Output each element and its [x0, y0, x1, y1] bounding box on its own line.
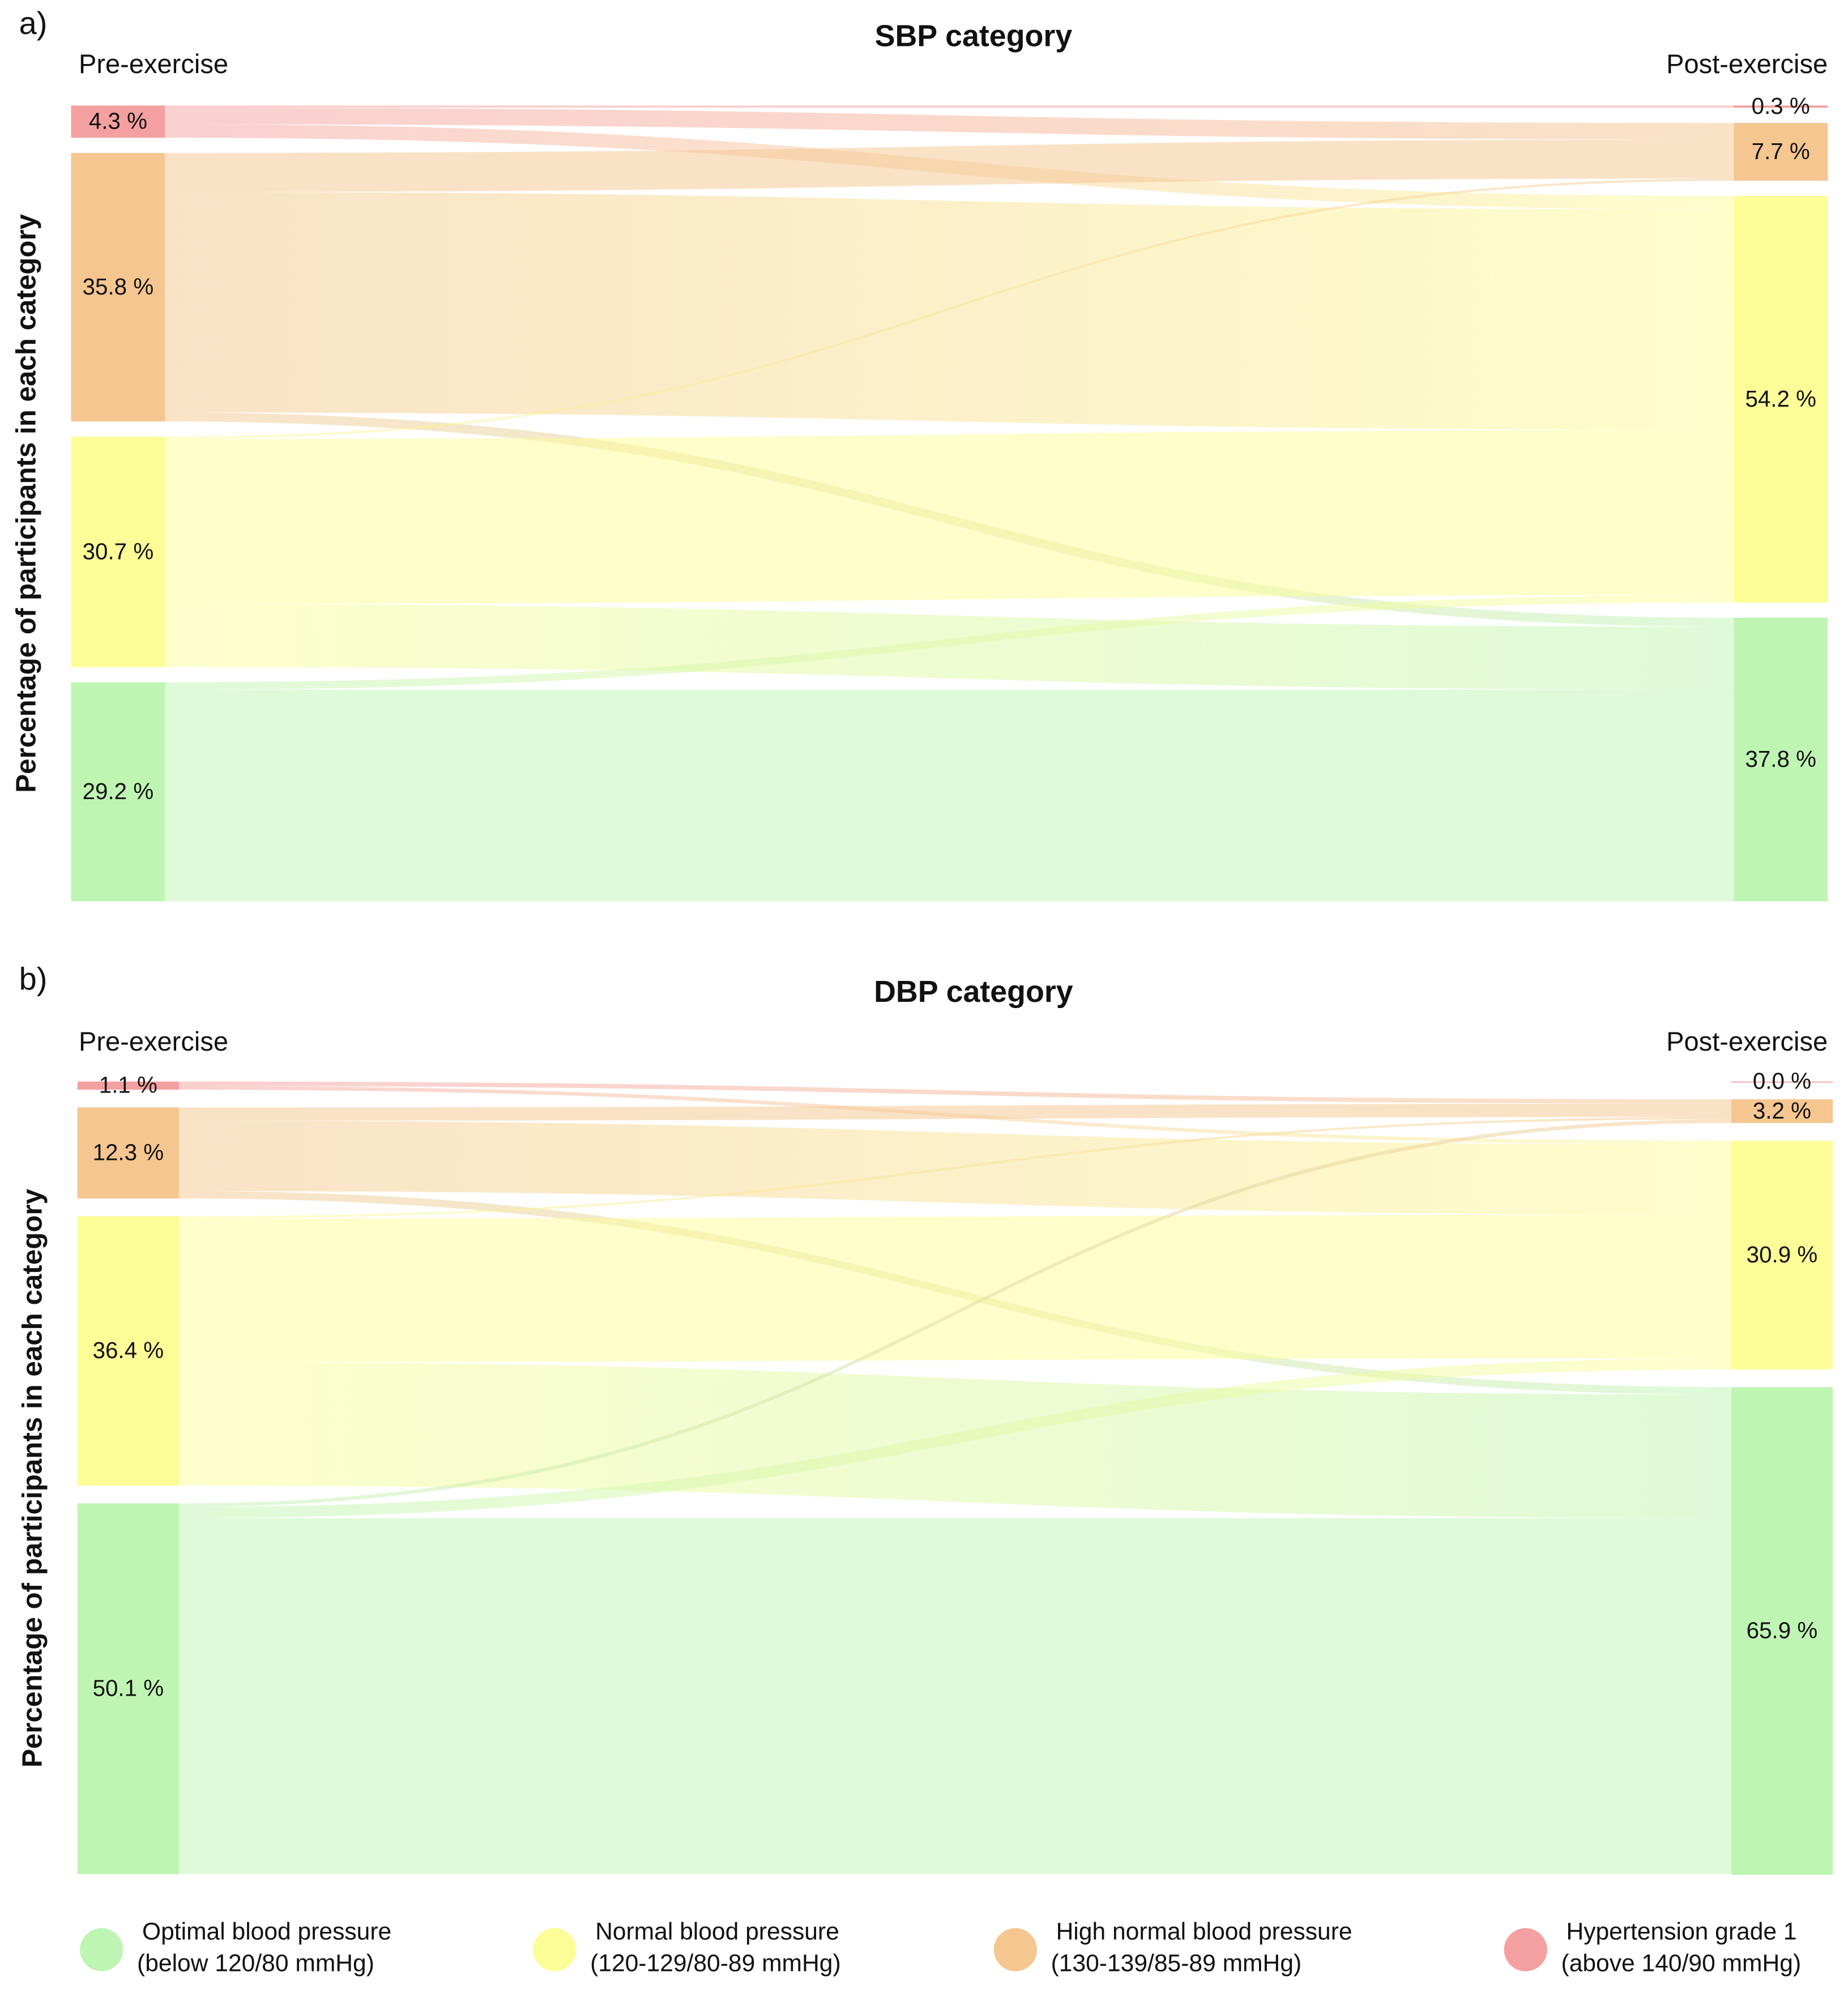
node-label: 3.2 % — [1753, 1098, 1811, 1124]
node — [1734, 105, 1828, 108]
legend-label: Optimal blood pressure — [142, 1918, 391, 1945]
legend-detail: (below 120/80 mmHg) — [137, 1950, 374, 1977]
node — [77, 1107, 179, 1199]
flow — [165, 689, 1734, 902]
node-label: 30.9 % — [1747, 1241, 1818, 1268]
node — [77, 1503, 179, 1875]
flow — [165, 105, 1734, 108]
node — [1731, 1141, 1833, 1369]
node-label: 50.1 % — [93, 1675, 164, 1701]
chart-title: SBP category — [875, 19, 1073, 53]
chart-title: DBP category — [874, 975, 1073, 1009]
flow — [178, 1103, 1731, 1121]
flows — [178, 1081, 1731, 1875]
legend-label: High normal blood pressure — [1056, 1918, 1352, 1945]
node-label: 0.0 % — [1753, 1068, 1811, 1094]
node-label: 7.7 % — [1752, 138, 1810, 164]
node-label: 30.7 % — [83, 538, 154, 564]
node — [71, 437, 165, 667]
node — [77, 1081, 179, 1090]
legend-swatch — [1504, 1928, 1547, 1971]
flows — [165, 105, 1734, 902]
node — [1731, 1387, 1833, 1875]
node-label: 1.1 % — [99, 1072, 157, 1098]
y-axis-label: Percentage of participants in each categ… — [17, 1188, 48, 1767]
node — [1734, 196, 1828, 603]
flow — [165, 139, 1734, 192]
flow — [178, 1117, 1731, 1219]
node-label: 35.8 % — [83, 274, 154, 300]
right-label: Post-exercise — [1666, 49, 1828, 79]
flow — [165, 604, 1734, 690]
legend-swatch — [533, 1928, 577, 1971]
legend-swatch — [993, 1928, 1037, 1971]
left-label: Pre-exercise — [79, 49, 228, 79]
node — [71, 105, 165, 138]
legend-label: Hypertension grade 1 — [1566, 1918, 1796, 1945]
legend-detail: (130-139/85-89 mmHg) — [1051, 1950, 1302, 1977]
node-label: 29.2 % — [83, 778, 154, 804]
legend-label: Normal blood pressure — [595, 1918, 839, 1945]
node — [1731, 1099, 1833, 1123]
flow — [165, 191, 1734, 430]
node-label: 65.9 % — [1747, 1618, 1818, 1644]
node-label: 36.4 % — [93, 1337, 164, 1363]
node — [71, 153, 165, 422]
flow — [178, 1518, 1731, 1875]
flow — [165, 108, 1734, 140]
flow — [178, 1358, 1731, 1518]
right-label: Post-exercise — [1666, 1026, 1828, 1056]
legend-detail: (above 140/90 mmHg) — [1561, 1950, 1802, 1977]
legend-swatch — [80, 1928, 123, 1971]
node — [77, 1216, 179, 1486]
node — [1734, 123, 1828, 181]
node — [1731, 1081, 1833, 1083]
node-label: 4.3 % — [89, 108, 147, 134]
node — [1734, 617, 1828, 902]
left-label: Pre-exercise — [79, 1026, 228, 1056]
flow — [165, 430, 1734, 604]
node-label: 54.2 % — [1745, 386, 1816, 412]
flow — [165, 178, 1734, 439]
flow — [178, 1081, 1731, 1104]
node-label: 37.8 % — [1745, 746, 1816, 772]
flow — [165, 595, 1734, 690]
flow — [178, 1119, 1731, 1507]
flow — [178, 1214, 1731, 1362]
node-label: 12.3 % — [93, 1140, 164, 1166]
y-axis-label: Percentage of participants in each categ… — [10, 214, 41, 792]
panel-label: b) — [19, 961, 48, 996]
panel-label: a) — [19, 5, 48, 41]
node — [71, 682, 165, 902]
legend-detail: (120-129/80-89 mmHg) — [590, 1950, 841, 1977]
node-label: 0.3 % — [1752, 93, 1810, 119]
